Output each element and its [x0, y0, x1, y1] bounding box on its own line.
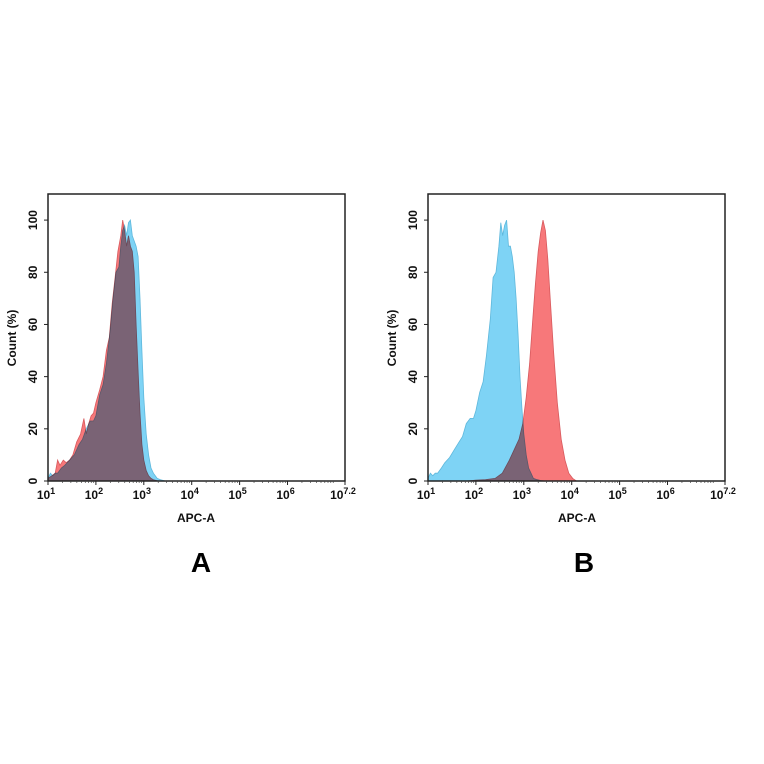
y-axis-title-b: Count (%)	[385, 310, 399, 367]
x-tick-label: 101	[37, 486, 55, 502]
plot-area-b: 0 20 40 60 80 100 101 102 103 104 105 106 107.2	[406, 193, 736, 502]
panel-label-a: A	[191, 547, 211, 578]
x-tick-label: 106	[276, 486, 294, 502]
x-tick-label: 104	[181, 486, 199, 502]
panel-label-b: B	[574, 547, 594, 578]
x-tick-label: 104	[561, 486, 579, 502]
plot-frame-b	[427, 193, 726, 482]
x-tick-label: 103	[513, 486, 531, 502]
x-tick-label: 103	[133, 486, 151, 502]
x-tick-label: 105	[228, 486, 246, 502]
plot-frame-a	[47, 193, 346, 482]
y-tick-label: 20	[406, 422, 420, 436]
histogram-panel-a: 0 20 40 60 80 100 101 102 103 104 105 106 107.2 APC-…	[5, 193, 356, 578]
sample-histogram-b	[466, 220, 578, 481]
y-tick-label: 0	[26, 477, 40, 484]
y-tick-label: 60	[406, 317, 420, 331]
y-tick-label: 0	[406, 477, 420, 484]
y-tick-label: 20	[26, 422, 40, 436]
y-tick-label: 100	[406, 210, 420, 230]
y-tick-label: 60	[26, 317, 40, 331]
y-axis-title-a: Count (%)	[5, 310, 19, 367]
x-tick-label: 102	[465, 486, 483, 502]
x-tick-label: 102	[85, 486, 103, 502]
x-axis-title-a: APC-A	[177, 511, 215, 525]
x-tick-label: 105	[608, 486, 626, 502]
y-tick-label: 40	[406, 370, 420, 384]
x-axis-title-b: APC-A	[558, 511, 596, 525]
x-tick-label: 107.2	[710, 486, 736, 502]
y-tick-label: 80	[26, 265, 40, 279]
y-tick-label: 100	[26, 210, 40, 230]
x-tick-label: 106	[656, 486, 674, 502]
histogram-panel-b: 0 20 40 60 80 100 101 102 103 104 105 106 107.2 APC-…	[385, 193, 736, 578]
y-tick-label: 40	[26, 370, 40, 384]
y-tick-label: 80	[406, 265, 420, 279]
sample-histogram-a	[48, 220, 159, 481]
x-tick-label: 107.2	[330, 486, 356, 502]
plot-area-a: 0 20 40 60 80 100 101 102 103 104 105 106 107.2	[26, 193, 356, 502]
x-tick-label: 101	[417, 486, 435, 502]
